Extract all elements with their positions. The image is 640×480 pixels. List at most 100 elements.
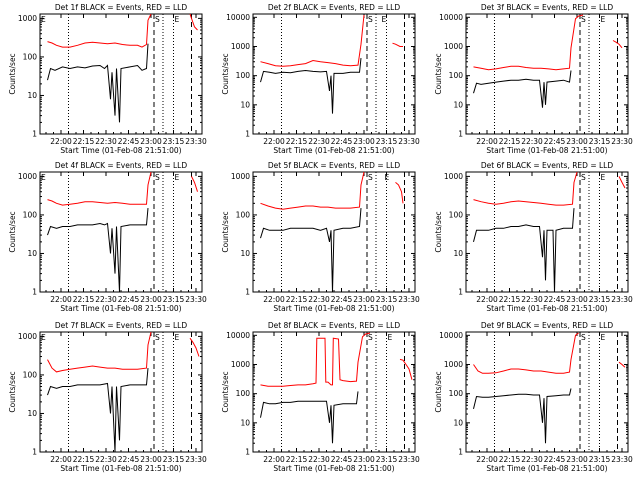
x-tick-label: 23:30: [185, 455, 207, 464]
x-axis-label: Start Time (01-Feb-08 21:51:00): [273, 304, 394, 313]
x-axis-label: Start Time (01-Feb-08 21:51:00): [273, 146, 394, 155]
lld-series-line: [260, 172, 365, 210]
x-tick-label: 22:00: [476, 137, 498, 146]
x-tick-label: 22:00: [50, 295, 72, 304]
lld-series-line: [47, 14, 152, 48]
lld-series-line: [618, 361, 626, 368]
lld-series-line: [260, 14, 365, 67]
marker-label: E: [388, 333, 393, 342]
chart-title: Det 6f BLACK = Events, RED = LLD: [481, 161, 614, 170]
y-tick-label: 1000: [444, 172, 463, 181]
chart-title: Det 5f BLACK = Events, RED = LLD: [268, 161, 401, 170]
x-tick-label: 22:15: [499, 455, 521, 464]
marker-label: S: [155, 173, 160, 182]
events-series-line: [260, 58, 362, 114]
chart-title: Det 1f BLACK = Events, RED = LLD: [55, 3, 188, 12]
x-tick-label: 23:15: [589, 137, 611, 146]
series-group: [473, 172, 626, 292]
chart-panel: Det 8f BLACK = Events, RED = LLD 1 10 100 10…: [221, 321, 420, 473]
chart-panel: Det 9f BLACK = Events, RED = LLD 1 10 100 10…: [434, 321, 633, 473]
marker-label: S: [581, 173, 586, 182]
y-tick-label: 1: [458, 288, 463, 297]
marker-label: S: [581, 15, 586, 24]
x-tick-label: 23:00: [566, 455, 588, 464]
events-series-line: [47, 43, 149, 123]
x-tick-label: 23:00: [140, 295, 162, 304]
x-axis-label: Start Time (01-Feb-08 21:51:00): [273, 464, 394, 473]
x-tick-label: 22:00: [50, 137, 72, 146]
x-tick-label: 23:00: [353, 295, 375, 304]
y-axis-label: Counts/sec: [8, 371, 17, 412]
y-tick-label: 1000: [444, 42, 463, 51]
lld-series-line: [191, 176, 198, 192]
lld-series-line: [260, 332, 371, 387]
y-tick-label: 100: [23, 52, 38, 61]
series-group: [47, 172, 198, 292]
x-tick-label: 23:15: [589, 295, 611, 304]
x-tick-label: 23:00: [566, 295, 588, 304]
marker-label: E: [175, 15, 180, 24]
y-tick-label: 100: [449, 389, 464, 398]
x-tick-label: 22:15: [286, 295, 308, 304]
chart-panel: Det 7f BLACK = Events, RED = LLD 1 10 100 10…: [8, 321, 207, 473]
y-tick-label: 1: [245, 448, 250, 457]
y-axis-label: Counts/sec: [434, 371, 443, 412]
y-tick-label: 1: [32, 288, 37, 297]
y-tick-label: 10: [240, 418, 250, 427]
x-tick-label: 22:00: [476, 455, 498, 464]
y-tick-label: 10: [240, 100, 250, 109]
x-tick-label: 23:30: [185, 295, 207, 304]
x-axis-label: Start Time (01-Feb-08 21:51:00): [60, 464, 181, 473]
y-tick-label: 10: [27, 249, 37, 258]
marker-label: E: [601, 173, 606, 182]
x-tick-label: 22:30: [308, 137, 330, 146]
x-tick-label: 22:00: [50, 455, 72, 464]
x-tick-label: 22:15: [499, 137, 521, 146]
chart-title: Det 2f BLACK = Events, RED = LLD: [268, 3, 401, 12]
x-tick-label: 22:45: [544, 455, 566, 464]
x-tick-label: 23:15: [376, 455, 398, 464]
x-tick-label: 23:00: [353, 137, 375, 146]
x-tick-label: 22:15: [73, 295, 95, 304]
y-tick-label: 1: [245, 288, 250, 297]
marker-label: E: [41, 15, 46, 24]
x-tick-label: 23:15: [163, 455, 185, 464]
y-tick-label: 1000: [231, 360, 250, 369]
x-tick-label: 22:45: [118, 455, 140, 464]
y-tick-label: 10: [453, 100, 463, 109]
lld-series-line: [612, 40, 623, 49]
x-axis-label: Start Time (01-Feb-08 21:51:00): [60, 146, 181, 155]
y-tick-label: 100: [23, 210, 38, 219]
x-tick-label: 23:30: [398, 295, 420, 304]
x-tick-label: 22:45: [118, 295, 140, 304]
marker-label: E: [41, 173, 46, 182]
events-series-line: [47, 208, 149, 292]
y-tick-label: 10: [240, 249, 250, 258]
x-tick-label: 22:30: [95, 137, 117, 146]
series-group: [473, 332, 626, 444]
lld-series-line: [395, 182, 404, 204]
chart-panel: Det 6f BLACK = Events, RED = LLD 1 10 100 10…: [434, 161, 633, 313]
y-tick-label: 1: [458, 448, 463, 457]
marker-label: S: [368, 15, 373, 24]
x-tick-label: 23:00: [353, 455, 375, 464]
y-tick-label: 10: [453, 418, 463, 427]
y-tick-label: 10000: [226, 13, 250, 22]
plot-frame: [252, 331, 416, 453]
chart-panel: Det 5f BLACK = Events, RED = LLD 1 10 100 10…: [221, 161, 420, 313]
chart-title: Det 9f BLACK = Events, RED = LLD: [481, 321, 614, 330]
y-axis-label: Counts/sec: [221, 53, 230, 94]
lld-series-line: [473, 14, 584, 71]
x-tick-label: 22:30: [95, 455, 117, 464]
series-group: [473, 14, 623, 108]
lld-series-line: [399, 358, 413, 380]
x-tick-label: 22:00: [263, 295, 285, 304]
y-tick-label: 10: [27, 91, 37, 100]
y-tick-label: 1: [245, 130, 250, 139]
events-series-line: [473, 208, 575, 292]
y-tick-label: 10000: [439, 331, 463, 340]
lld-series-line: [392, 42, 403, 47]
x-axis-label: Start Time (01-Feb-08 21:51:00): [486, 146, 607, 155]
y-tick-label: 100: [236, 71, 251, 80]
marker-label: E: [175, 333, 180, 342]
